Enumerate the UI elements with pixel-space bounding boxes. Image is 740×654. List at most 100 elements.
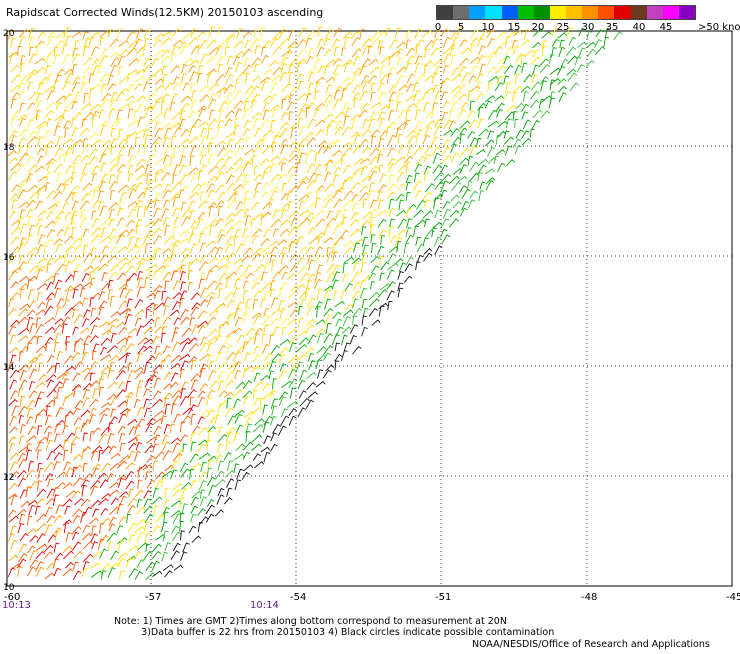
wind-barb (19, 543, 28, 553)
wind-barb (27, 102, 36, 110)
wind-barb (271, 141, 277, 154)
wind-barb (173, 413, 181, 424)
wind-barb (172, 226, 178, 238)
wind-barb (297, 379, 306, 389)
wind-barb (486, 146, 496, 157)
wind-barb (475, 148, 486, 156)
wind-barb (36, 533, 46, 543)
wind-barb (197, 324, 206, 334)
wind-barb (521, 111, 529, 120)
wind-barb (549, 54, 555, 64)
wind-barb (43, 305, 54, 316)
wind-barb (234, 316, 243, 327)
wind-barb (118, 365, 128, 373)
wind-barb (146, 92, 156, 103)
wind-barb (99, 235, 111, 244)
wind-barb (548, 97, 556, 109)
wind-barb (46, 389, 57, 398)
latitude-tick-label: 12 (3, 473, 14, 483)
wind-barb (47, 354, 55, 364)
wind-barb (405, 174, 413, 184)
wind-barb (225, 407, 234, 417)
wind-barb (448, 175, 460, 185)
wind-barb (389, 39, 399, 49)
wind-barb (225, 174, 235, 185)
wind-barb (270, 432, 278, 442)
wind-barb (10, 539, 18, 550)
wind-barb (369, 216, 375, 228)
wind-barb (152, 390, 162, 400)
wind-barb (360, 165, 368, 176)
wind-barb (26, 342, 32, 352)
wind-barb (279, 71, 288, 82)
wind-barb (11, 219, 21, 227)
legend-swatch (630, 6, 647, 19)
wind-barb (532, 49, 540, 58)
wind-barb (279, 287, 284, 298)
wind-barb (298, 176, 309, 184)
wind-barb (440, 28, 450, 37)
wind-barb (199, 383, 208, 392)
wind-barb (45, 298, 53, 309)
wind-barb (170, 102, 175, 111)
wind-barb (52, 201, 60, 211)
wind-barb (368, 118, 376, 129)
wind-barb (415, 236, 422, 246)
wind-barb (136, 277, 144, 289)
wind-barb (269, 162, 277, 174)
wind-barb (127, 108, 134, 119)
wind-barb (368, 272, 377, 281)
wind-barb (539, 64, 550, 73)
wind-barb (173, 564, 184, 571)
wind-barb (187, 389, 197, 398)
wind-barb (613, 31, 623, 41)
wind-barb (478, 190, 485, 202)
wind-barb (242, 161, 252, 172)
wind-barb (169, 309, 180, 317)
wind-barb (233, 453, 245, 461)
wind-barb (299, 272, 310, 283)
wind-barb (497, 162, 506, 173)
wind-barb (155, 157, 167, 166)
wind-barb (379, 65, 386, 77)
wind-barb (199, 94, 210, 103)
wind-barb (162, 296, 171, 307)
wind-barb (422, 134, 431, 145)
wind-barb (146, 479, 156, 489)
wind-barb (307, 334, 317, 345)
wind-barb (263, 95, 273, 103)
wind-barb (25, 234, 34, 244)
wind-barb (28, 499, 38, 506)
wind-barb (133, 398, 141, 408)
wind-barb (101, 245, 109, 255)
wind-barb (19, 532, 29, 542)
wind-barb (63, 176, 74, 184)
wind-barb (35, 92, 43, 103)
wind-barb (476, 54, 486, 65)
wind-barb (110, 550, 120, 561)
wind-barb (332, 271, 341, 282)
wind-barb (233, 40, 244, 49)
wind-barb (53, 80, 59, 91)
wind-barb (118, 413, 127, 424)
wind-barb (134, 76, 146, 83)
wind-barb (171, 45, 179, 55)
wind-barb (187, 281, 194, 292)
wind-barb (215, 200, 225, 209)
wind-barb (260, 374, 270, 382)
wind-barb (110, 127, 116, 138)
wind-barb (495, 108, 504, 118)
wind-barb (28, 368, 37, 380)
wind-barb (288, 378, 298, 389)
wind-barb (180, 73, 188, 84)
wind-barb (162, 345, 171, 354)
wind-barb (153, 199, 160, 208)
wind-barb (80, 235, 86, 246)
wind-barb (296, 38, 307, 48)
wind-barb (134, 425, 141, 435)
wind-barb (377, 82, 385, 93)
wind-barb (586, 30, 593, 40)
wind-barb (53, 217, 62, 227)
wind-barb (108, 516, 117, 527)
wind-barb (65, 336, 71, 345)
